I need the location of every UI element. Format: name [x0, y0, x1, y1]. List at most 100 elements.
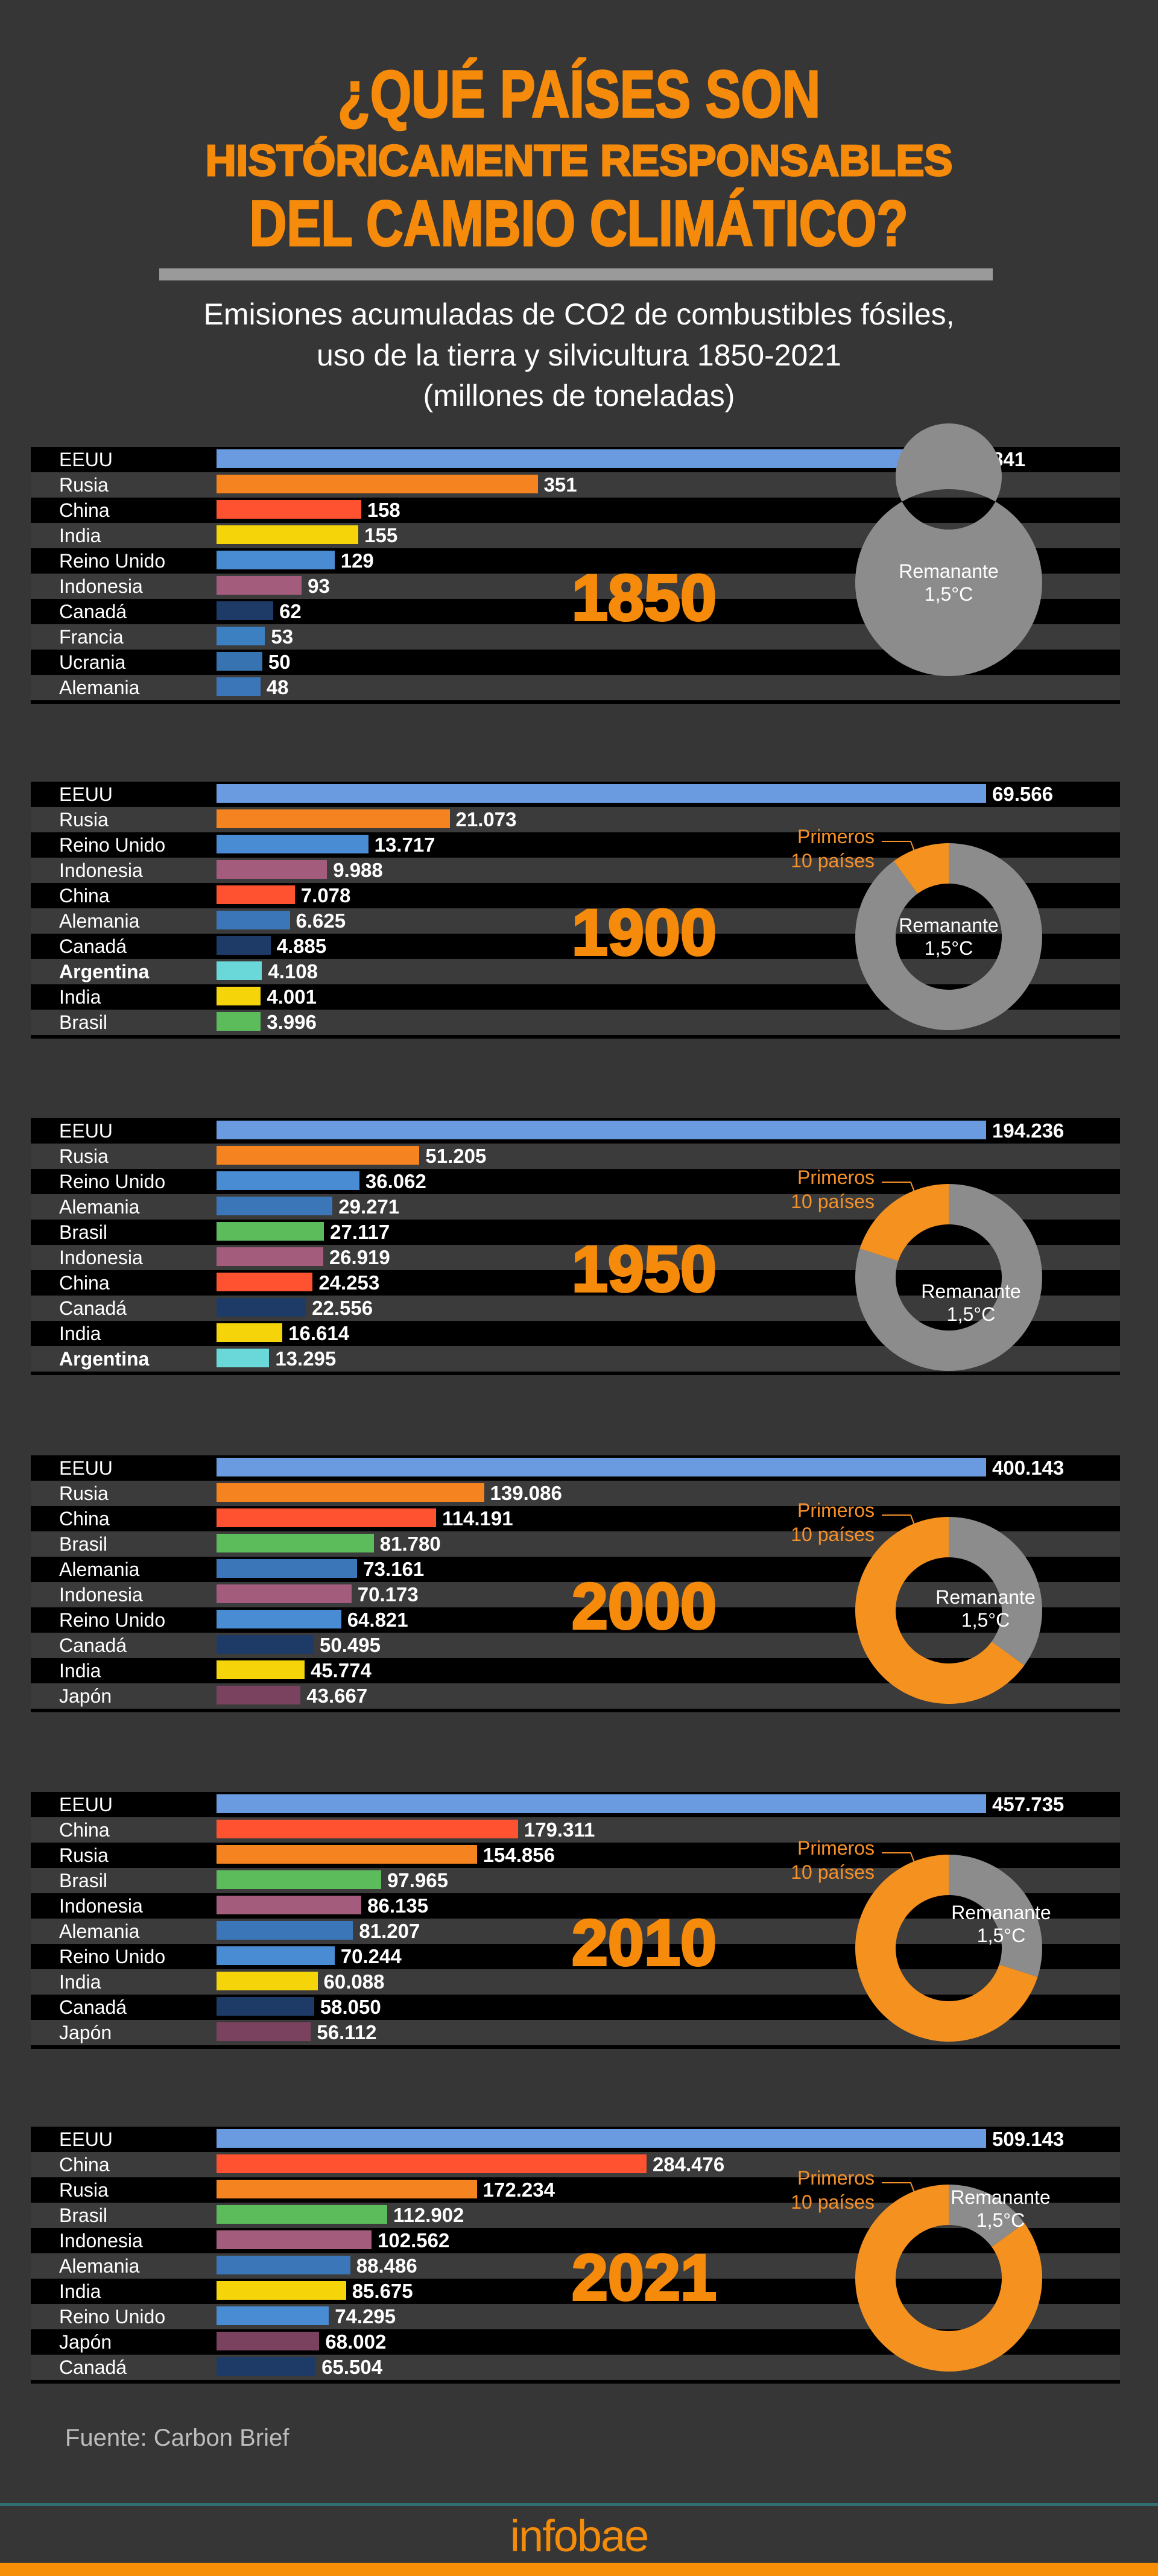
table-row: India 60.088 — [31, 1969, 1120, 1995]
bar — [217, 1012, 261, 1031]
top10-label-line2: 10 países — [791, 1524, 875, 1545]
remaining-label-line2: 1,5°C — [946, 1303, 996, 1325]
top10-label-line2: 10 países — [791, 850, 875, 872]
bar — [217, 1197, 333, 1215]
country-label: Reino Unido — [59, 1946, 166, 1967]
country-label: India — [59, 1323, 101, 1344]
country-label: Canadá — [59, 2356, 127, 2378]
value-label: 70.173 — [357, 1583, 419, 1606]
bar — [217, 1584, 352, 1603]
table-row: EEUU 509.143 — [31, 2127, 1120, 2152]
country-label: Rusia — [59, 1844, 109, 1866]
bar — [217, 525, 359, 544]
bar — [217, 2281, 346, 2300]
country-label: Reino Unido — [59, 2306, 166, 2328]
bar — [217, 961, 262, 980]
donut-slice-top10 — [893, 843, 949, 894]
country-label: Rusia — [59, 1145, 109, 1167]
bar — [217, 784, 986, 803]
remaining-label-line1: Remanante — [921, 1280, 1021, 1302]
value-label: 102.562 — [378, 2229, 450, 2252]
value-label: 24.253 — [318, 1271, 380, 1294]
section-bottom-line — [31, 700, 1120, 704]
value-label: 155 — [364, 524, 398, 546]
bar — [217, 1559, 358, 1578]
value-label: 13.295 — [275, 1347, 337, 1370]
subtitle-line-1: Emisiones acumuladas de CO2 de combustib… — [203, 297, 955, 331]
donut-chart — [855, 2185, 1042, 2372]
value-label: 50.495 — [320, 1634, 381, 1656]
country-label: Alemania — [59, 910, 140, 932]
country-label: China — [59, 499, 110, 521]
leader-line — [882, 2182, 915, 2193]
table-row: Canadá 50.495 — [31, 1633, 1120, 1658]
footer-bar — [0, 2563, 1158, 2576]
bar — [217, 1323, 283, 1342]
bar — [217, 1794, 986, 1813]
country-label: Alemania — [59, 1196, 140, 1218]
value-label: 4.108 — [268, 960, 318, 983]
top10-label-line2: 10 países — [791, 1191, 875, 1212]
subtitle-line-2: uso de la tierra y silvicultura 1850-202… — [317, 338, 841, 372]
country-label: Japón — [59, 1685, 112, 1707]
value-label: 26.919 — [329, 1246, 390, 1268]
value-label: 81.207 — [359, 1920, 420, 1942]
bar — [217, 475, 538, 493]
remaining-label-line2: 1,5°C — [924, 583, 973, 605]
country-label: Canadá — [59, 601, 127, 622]
country-label: Rusia — [59, 2179, 109, 2201]
country-label: Ucrania — [59, 651, 126, 673]
donut-slice-remaining — [949, 1517, 1042, 1666]
country-label: India — [59, 986, 101, 1008]
value-label: 351 — [543, 473, 577, 496]
donut-slice-remaining — [949, 2185, 1025, 2247]
value-label: 58.050 — [320, 1996, 381, 2018]
country-label: Brasil — [59, 1870, 108, 1891]
value-label: 21.073 — [455, 808, 517, 831]
bar — [217, 2306, 329, 2325]
bar — [217, 2022, 311, 2041]
section-bottom-line — [31, 1709, 1120, 1712]
remaining-label: Remanante 1,5°C — [923, 1901, 1080, 1947]
table-row: EEUU 69.566 — [31, 782, 1120, 807]
bar — [217, 2230, 372, 2249]
value-label: 13.717 — [374, 834, 435, 856]
country-label: Indonesia — [59, 1247, 143, 1268]
bar — [217, 885, 295, 904]
country-label: Indonesia — [59, 2230, 143, 2252]
section-bottom-line — [31, 2045, 1120, 2049]
country-label: Rusia — [59, 474, 109, 496]
country-label: Indonesia — [59, 1584, 143, 1606]
value-label: 73.161 — [363, 1558, 425, 1580]
country-label: Alemania — [59, 1559, 140, 1580]
title-line-2: HISTÓRICAMENTE RESPONSABLES — [0, 135, 1158, 187]
country-label: EEUU — [59, 449, 113, 470]
country-label: EEUU — [59, 1120, 113, 1142]
year-label: 1900 — [571, 896, 718, 969]
country-label: China — [59, 1508, 110, 1530]
table-row: Alemania 88.486 — [31, 2253, 1120, 2279]
value-label: 172.234 — [482, 2179, 555, 2201]
infobae-logo: infobae — [510, 2511, 650, 2561]
table-row: Alemania 6.625 — [31, 908, 1120, 934]
table-row: Reino Unido 70.244 — [31, 1944, 1120, 1969]
country-label: Indonesia — [59, 859, 143, 881]
country-label: India — [59, 525, 101, 546]
bar — [217, 1610, 341, 1628]
bar — [217, 835, 369, 853]
section-bottom-line — [31, 1372, 1120, 1375]
top10-label-line1: Primeros — [797, 2167, 875, 2189]
title-text-1: ¿QUÉ PAÍSES SON — [337, 57, 821, 133]
year-label: 2010 — [571, 1906, 718, 1979]
top10-annotation: Primeros 10 países — [791, 1498, 875, 1546]
table-row: China 7.078 — [31, 883, 1120, 908]
bar — [217, 1997, 314, 2016]
remaining-label-line1: Remanante — [899, 914, 999, 936]
table-row: Canadá 22.556 — [31, 1296, 1120, 1321]
country-label: Rusia — [59, 1483, 109, 1504]
value-label: 43.667 — [306, 1685, 368, 1707]
section-bottom-line — [31, 1035, 1120, 1039]
value-label: 284.476 — [652, 2153, 725, 2176]
country-label: Reino Unido — [59, 1171, 166, 1192]
value-label: 4.001 — [267, 986, 317, 1008]
